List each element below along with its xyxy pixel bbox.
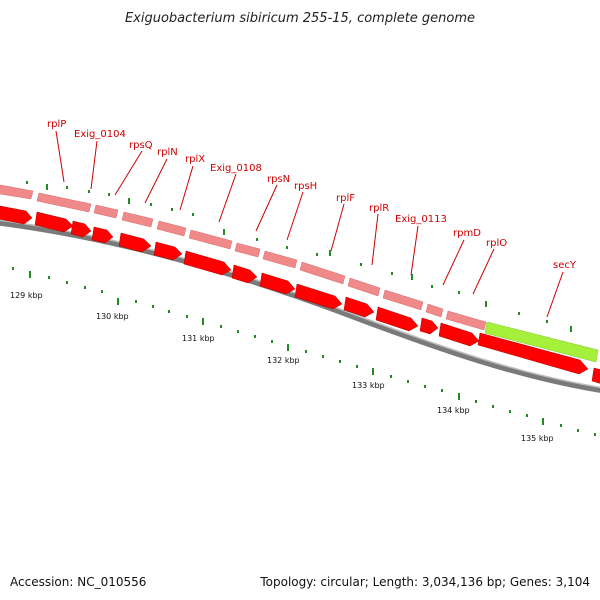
feature-upper-6[interactable] [234,242,261,258]
genome-backbone [0,219,600,393]
feature-upper-3[interactable] [121,211,154,228]
cds-arrow-2[interactable] [70,220,92,238]
kbp-label-134: 134 kbp [437,406,470,415]
gene-label-rpsN[interactable]: rpsN [267,174,290,185]
feature-upper-0[interactable] [0,184,34,200]
gene-label-Exig_0113[interactable]: Exig_0113 [395,214,447,225]
kbp-label-129: 129 kbp [10,291,43,300]
feature-upper-secY[interactable] [484,321,599,363]
gene-label-rplR[interactable]: rplR [369,203,389,214]
cds-arrow-11[interactable] [375,306,419,332]
cds-arrow-14[interactable] [477,332,589,375]
gene-label-rplF[interactable]: rplF [336,193,355,204]
gene-label-rpsH[interactable]: rpsH [294,181,317,192]
gene-label-rplP[interactable]: rplP [47,119,66,130]
gene-label-rplO[interactable]: rplO [486,238,507,249]
feature-upper-2[interactable] [93,204,119,219]
gene-label-secY[interactable]: secY [553,260,577,271]
cds-arrow-12[interactable] [419,317,439,335]
cds-arrow-9[interactable] [294,283,343,310]
map-title: Exiguobacterium sibiricum 255-15, comple… [125,11,475,26]
cds-arrow-10[interactable] [343,296,375,318]
gene-label-rplN[interactable]: rplN [157,147,178,158]
feature-upper-1[interactable] [36,192,92,213]
scale-tick-row [12,267,596,436]
kbp-label-132: 132 kbp [267,356,300,365]
kbp-label-130: 130 kbp [96,312,129,321]
cds-arrow-0[interactable] [0,205,33,225]
feature-upper-12[interactable] [445,310,487,331]
accession-text: Accession: NC_010556 [10,575,146,589]
gene-label-Exig_0104[interactable]: Exig_0104 [74,129,126,140]
cds-arrow-4[interactable] [118,232,152,253]
feature-upper-10[interactable] [382,289,424,311]
gene-label-Exig_0108[interactable]: Exig_0108 [210,163,262,174]
cds-arrow-1[interactable] [34,211,74,233]
gene-label-rplX[interactable]: rplX [185,154,205,165]
cds-arrow-5[interactable] [153,241,183,261]
gene-label-rpmD[interactable]: rpmD [453,228,481,239]
feature-upper-5[interactable] [188,229,233,250]
cds-arrow-8[interactable] [259,272,296,295]
gene-label-rpsQ[interactable]: rpsQ [129,140,153,151]
feature-upper-7[interactable] [262,250,298,269]
kbp-label-135: 135 kbp [521,434,554,443]
feature-track-lower [0,205,600,384]
cds-arrow-13[interactable] [438,322,480,347]
kbp-scale-labels: 129 kbp 130 kbp 131 kbp 132 kbp 133 kbp … [10,291,554,443]
kbp-label-131: 131 kbp [182,334,215,343]
gene-leader-lines [55,130,564,318]
gene-labels: rplP Exig_0104 rpsQ rplN rplX Exig_0108 … [47,119,577,271]
cds-arrow-3[interactable] [91,226,114,244]
cds-arrow-6[interactable] [183,250,232,276]
upper-tick-row [26,181,572,332]
feature-upper-11[interactable] [425,303,444,318]
kbp-label-133: 133 kbp [352,381,385,390]
feature-track-upper [0,184,599,363]
feature-upper-9[interactable] [347,277,381,297]
cds-arrow-15[interactable] [591,367,600,384]
feature-upper-4[interactable] [156,220,187,237]
cds-arrow-7[interactable] [231,264,258,284]
topology-text: Topology: circular; Length: 3,034,136 bp… [259,575,590,589]
feature-upper-8[interactable] [299,261,346,285]
